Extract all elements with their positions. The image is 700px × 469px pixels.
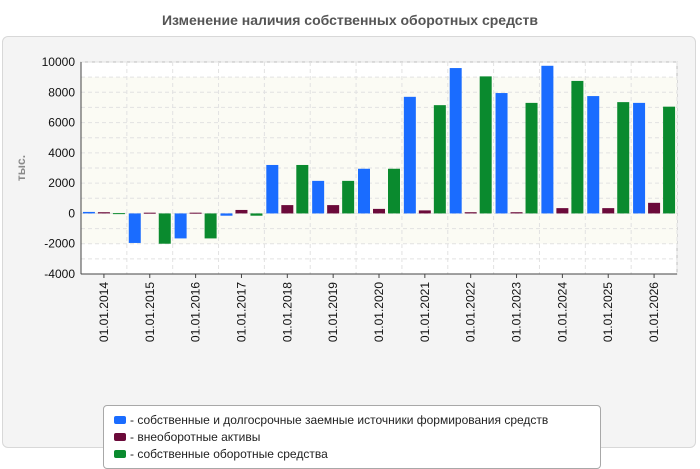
bar-series-2-01.01.2025: [602, 208, 615, 214]
bar-series-1-01.01.2025: [587, 96, 600, 214]
bar-series-1-01.01.2026: [633, 102, 646, 214]
y-axis-title: тыс.: [14, 155, 28, 181]
bar-series-3-01.01.2014: [112, 213, 125, 215]
bar-series-3-01.01.2020: [388, 168, 400, 214]
y-tick-label: -2000: [44, 237, 75, 251]
bar-series-1-01.01.2020: [358, 168, 370, 214]
bar-series-2-01.01.2021: [418, 210, 431, 214]
bar-series-3-01.01.2018: [296, 164, 309, 214]
bar-series-3-01.01.2022: [479, 76, 492, 214]
x-tick-label-01.01.2014: 01.01.2014: [97, 282, 111, 342]
plot-area: 10000 8000 6000 4000 2000 0 -2000 -4000 тыс. 01.0…: [14, 55, 678, 342]
bar-series-2-01.01.2018: [281, 205, 294, 214]
legend-swatch-series-3: [114, 449, 126, 458]
bar-series-1-01.01.2019: [312, 180, 325, 214]
bar-series-1-01.01.2018: [266, 164, 279, 214]
y-tick-label: 2000: [48, 176, 75, 190]
bar-series-1-01.01.2017: [220, 213, 233, 216]
bar-series-2-01.01.2023: [510, 212, 523, 214]
bar-series-2-01.01.2014: [97, 212, 110, 214]
chart-panel: 10000 8000 6000 4000 2000 0 -2000 -4000 тыс. 01.0…: [2, 36, 696, 469]
bar-series-1-01.01.2014: [82, 211, 95, 214]
legend-label-series-3: собственные оборотные средства: [137, 446, 328, 461]
bar-series-1-01.01.2015: [128, 213, 141, 243]
bar-series-1-01.01.2023: [495, 93, 508, 214]
y-tick-label: 4000: [48, 146, 75, 160]
bar-series-2-01.01.2024: [556, 208, 569, 214]
bar-series-1-01.01.2016: [174, 213, 187, 239]
bar-series-2-01.01.2017: [235, 209, 248, 214]
bar-series-3-01.01.2017: [250, 213, 263, 216]
bar-series-1-01.01.2021: [403, 96, 416, 214]
bar-series-3-01.01.2025: [617, 102, 630, 214]
bar-series-1-01.01.2024: [541, 65, 554, 214]
x-tick-label-01.01.2023: 01.01.2023: [510, 282, 524, 342]
legend-label-series-1: собственные и долгосрочные заемные источ…: [137, 412, 549, 427]
x-tick-label-01.01.2018: 01.01.2018: [280, 282, 294, 342]
x-tick-label-01.01.2016: 01.01.2016: [189, 282, 203, 342]
bar-series-2-01.01.2019: [327, 205, 340, 214]
x-tick-label-01.01.2025: 01.01.2025: [601, 282, 615, 342]
bar-series-2-01.01.2026: [648, 202, 661, 214]
bar-series-3-01.01.2021: [433, 105, 446, 214]
bar-series-3-01.01.2015: [158, 213, 171, 244]
bar-series-3-01.01.2019: [342, 180, 355, 214]
chart-legend: - собственные и долгосрочные заемные ист…: [103, 405, 601, 469]
y-tick-label: -4000: [44, 267, 75, 281]
x-tick-label-01.01.2015: 01.01.2015: [143, 282, 157, 342]
legend-swatch-series-1: [114, 415, 126, 424]
y-tick-label: 0: [68, 206, 75, 220]
bar-series-2-01.01.2015: [143, 212, 156, 214]
legend-swatch-series-2: [114, 432, 126, 441]
x-tick-label-01.01.2017: 01.01.2017: [234, 282, 248, 342]
x-tick-label-01.01.2019: 01.01.2019: [326, 282, 340, 342]
bar-series-2-01.01.2022: [464, 212, 477, 214]
legend-label-series-2: внеоборотные активы: [137, 429, 261, 444]
x-tick-label-01.01.2022: 01.01.2022: [464, 282, 478, 342]
x-tick-label-01.01.2021: 01.01.2021: [418, 282, 432, 342]
bar-series-1-01.01.2022: [449, 68, 462, 214]
y-tick-label: 6000: [48, 116, 75, 130]
chart-title: Изменение наличия собственных оборотных …: [161, 12, 539, 28]
y-tick-label: 10000: [42, 55, 76, 69]
x-tick-label-01.01.2026: 01.01.2026: [647, 282, 661, 342]
x-tick-label-01.01.2024: 01.01.2024: [555, 282, 569, 342]
legend-item-series-2: - внеоборотные активы: [114, 428, 600, 445]
bar-series-3-01.01.2016: [204, 213, 217, 239]
y-tick-label: 8000: [48, 85, 75, 99]
bar-series-3-01.01.2026: [663, 106, 676, 214]
legend-item-series-3: - собственные оборотные средства: [114, 445, 600, 462]
bar-series-3-01.01.2024: [571, 80, 584, 214]
bar-series-2-01.01.2020: [373, 208, 385, 214]
legend-item-series-1: - собственные и долгосрочные заемные ист…: [114, 411, 600, 428]
bar-series-2-01.01.2016: [189, 212, 202, 214]
x-tick-label-01.01.2020: 01.01.2020: [372, 282, 386, 342]
bar-series-3-01.01.2023: [525, 102, 538, 214]
